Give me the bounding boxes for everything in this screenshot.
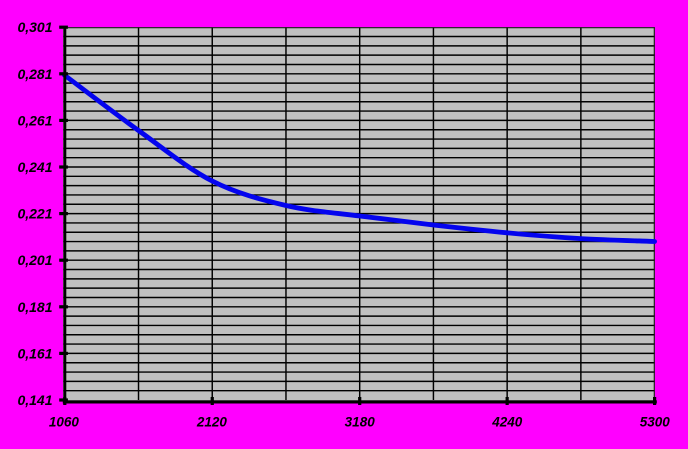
svg-text:3180: 3180 — [345, 414, 376, 429]
svg-text:4240: 4240 — [491, 414, 523, 429]
svg-text:0,161: 0,161 — [17, 345, 52, 361]
svg-text:5300: 5300 — [640, 414, 671, 429]
svg-text:1060: 1060 — [49, 414, 80, 429]
svg-text:0,201: 0,201 — [17, 252, 52, 268]
svg-text:0,261: 0,261 — [17, 112, 52, 128]
svg-text:0,221: 0,221 — [17, 206, 52, 222]
svg-text:0,301: 0,301 — [17, 19, 52, 35]
svg-text:0,241: 0,241 — [17, 159, 52, 175]
svg-text:0,281: 0,281 — [17, 66, 52, 82]
svg-text:0,181: 0,181 — [17, 299, 52, 315]
svg-text:2120: 2120 — [196, 414, 228, 429]
svg-text:0,141: 0,141 — [17, 392, 52, 408]
